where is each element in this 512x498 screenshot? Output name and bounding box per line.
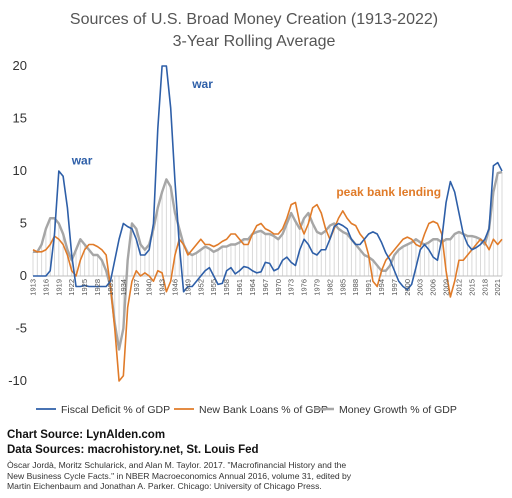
annotation: war	[71, 154, 93, 168]
y-axis: -10 -5 0 5 10 15 20	[8, 58, 27, 388]
x-tick-label: 1955	[209, 279, 218, 296]
x-tick-label: 2018	[480, 279, 489, 296]
y-tick-label: 20	[13, 58, 27, 73]
chart-title: Sources of U.S. Broad Money Creation (19…	[70, 11, 438, 28]
y-tick-label: -10	[8, 373, 27, 388]
chart: Sources of U.S. Broad Money Creation (19…	[8, 11, 503, 416]
citation-line: Òscar Jordà, Moritz Schularick, and Alan…	[7, 460, 347, 470]
legend-label: Money Growth % of GDP	[339, 404, 457, 416]
x-tick-label: 1979	[312, 279, 321, 296]
y-tick-label: -5	[15, 321, 27, 336]
annotations: war war peak bank lending	[71, 77, 441, 199]
footer: Chart Source: LynAlden.com Data Sources:…	[7, 428, 507, 492]
x-tick-label: 1943	[158, 279, 167, 296]
x-tick-label: 1967	[261, 279, 270, 296]
x-tick-label: 1991	[364, 279, 373, 296]
x-tick-label: 1988	[351, 279, 360, 296]
citation-line: Martin Eichenbaum and Jonathan A. Parker…	[7, 481, 322, 491]
legend-label: New Bank Loans % of GDP	[199, 404, 328, 416]
x-tick-label: 2006	[429, 279, 438, 296]
x-tick-label: 1958	[222, 279, 231, 296]
x-tick-label: 1946	[170, 279, 179, 296]
y-tick-label: 0	[20, 268, 27, 283]
x-tick-label: 2015	[467, 279, 476, 296]
x-tick-label: 1931	[106, 279, 115, 296]
legend-label: Fiscal Deficit % of GDP	[61, 404, 170, 416]
chart-subtitle: 3-Year Rolling Average	[173, 33, 336, 50]
citation-line: New Business Cycle Facts." in NBER Macro…	[7, 470, 352, 481]
x-tick-label: 1937	[132, 279, 141, 296]
x-tick-label: 1985	[338, 279, 347, 296]
x-tick-label: 1976	[300, 279, 309, 296]
annotation: war	[191, 77, 213, 91]
x-tick-label: 1940	[145, 279, 154, 296]
x-tick-label: 2012	[454, 279, 463, 296]
x-tick-label: 1982	[325, 279, 334, 296]
x-tick-label: 1934	[119, 279, 128, 296]
x-axis: 1913 1916 1919 1922 1925 1928 1931 1934 1937 1940…	[29, 279, 503, 296]
x-tick-label: 2009	[442, 279, 451, 296]
data-sources: Data Sources: macrohistory.net, St. Loui…	[7, 444, 259, 456]
x-tick-label: 2003	[416, 279, 425, 296]
x-tick-label: 1928	[93, 279, 102, 296]
x-tick-label: 1964	[248, 279, 257, 296]
x-tick-label: 1994	[377, 279, 386, 296]
x-tick-label: 1970	[274, 279, 283, 296]
x-tick-label: 2000	[403, 279, 412, 296]
x-tick-label: 1952	[196, 279, 205, 296]
y-tick-label: 15	[13, 111, 27, 126]
x-tick-label: 1973	[287, 279, 296, 296]
y-tick-label: 5	[20, 216, 27, 231]
x-tick-label: 1922	[67, 279, 76, 296]
x-tick-label: 1919	[54, 279, 63, 296]
x-tick-label: 2021	[493, 279, 502, 296]
series-line	[32, 201, 503, 382]
x-tick-label: 1913	[29, 279, 38, 296]
x-tick-label: 1949	[183, 279, 192, 296]
x-tick-label: 1997	[390, 279, 399, 296]
chart-source: Chart Source: LynAlden.com	[7, 429, 166, 441]
series-lines	[32, 65, 503, 382]
x-tick-label: 1961	[235, 279, 244, 296]
legend: Fiscal Deficit % of GDP New Bank Loans % …	[36, 404, 457, 416]
x-tick-label: 1925	[80, 279, 89, 296]
annotation: peak bank lending	[336, 185, 441, 199]
citation: Òscar Jordà, Moritz Schularick, and Alan…	[7, 460, 507, 492]
x-tick-label: 1916	[41, 279, 50, 296]
series-line	[33, 65, 503, 293]
y-tick-label: 10	[13, 163, 27, 178]
